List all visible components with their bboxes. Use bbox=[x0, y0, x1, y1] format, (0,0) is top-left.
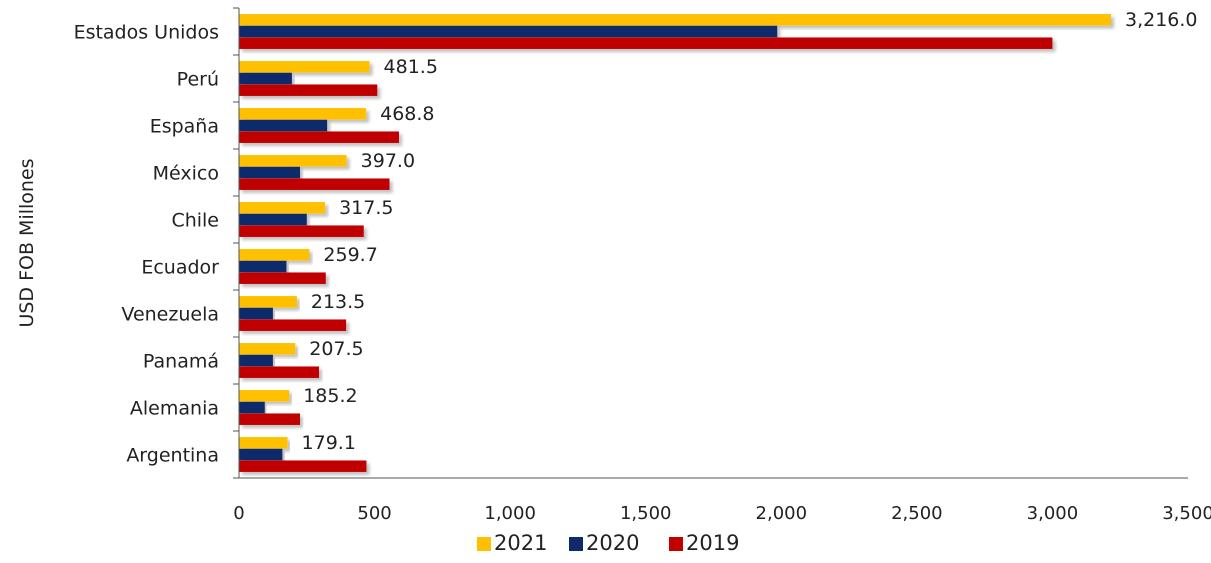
data-label-2021: 179.1 bbox=[302, 432, 356, 454]
legend-item-2020: 2020 bbox=[569, 531, 639, 555]
bar-2019-7 bbox=[239, 366, 319, 378]
category-label: Estados Unidos bbox=[74, 22, 219, 44]
bar-2020-2 bbox=[239, 119, 328, 132]
legend: 2021 2020 2019 bbox=[477, 531, 739, 555]
x-tick-label: 1,000 bbox=[484, 503, 536, 524]
labels-group: Estados Unidos Perú España México Chile Ecuad… bbox=[16, 9, 1198, 466]
category-label: España bbox=[150, 116, 219, 138]
data-label-2021: 185.2 bbox=[303, 385, 357, 407]
legend-swatch-2019 bbox=[669, 537, 683, 551]
legend-item-2021: 2021 bbox=[477, 531, 547, 555]
x-tick-label: 1,500 bbox=[620, 503, 672, 524]
data-label-2021: 213.5 bbox=[311, 291, 365, 313]
category-label: Panamá bbox=[143, 351, 219, 373]
bar-2019-5 bbox=[239, 272, 326, 284]
axes-group: 0 500 1,000 1,500 2,000 2,500 3,000 3,500 bbox=[233, 7, 1211, 524]
x-tick-label: 3,000 bbox=[1027, 503, 1079, 524]
category-label: Chile bbox=[171, 210, 219, 232]
category-label: Argentina bbox=[126, 445, 219, 467]
bar-2019-4 bbox=[239, 225, 364, 237]
category-label: México bbox=[153, 163, 219, 185]
bar-2021-2 bbox=[239, 108, 367, 120]
bar-2020-6 bbox=[239, 307, 273, 320]
bar-2021-7 bbox=[239, 343, 296, 355]
data-label-2021: 317.5 bbox=[339, 197, 393, 219]
category-label: Venezuela bbox=[121, 304, 219, 326]
legend-swatch-2020 bbox=[569, 537, 583, 551]
bar-2021-3 bbox=[239, 155, 347, 167]
bar-2019-0 bbox=[239, 37, 1053, 49]
bar-2020-4 bbox=[239, 213, 307, 226]
legend-label-2020: 2020 bbox=[586, 531, 639, 555]
bar-2021-1 bbox=[239, 61, 370, 73]
x-tick-label: 0 bbox=[233, 503, 244, 524]
x-tick-label: 500 bbox=[357, 503, 391, 524]
data-label-2021: 397.0 bbox=[361, 150, 415, 172]
bar-2021-9 bbox=[239, 437, 288, 449]
legend-item-2019: 2019 bbox=[669, 531, 739, 555]
category-label: Perú bbox=[177, 69, 219, 91]
bars-group bbox=[239, 14, 1111, 472]
bar-2020-8 bbox=[239, 401, 265, 414]
data-label-2021: 3,216.0 bbox=[1125, 9, 1198, 31]
bar-2019-9 bbox=[239, 460, 367, 472]
bar-2020-7 bbox=[239, 354, 273, 367]
bar-2021-8 bbox=[239, 390, 290, 402]
x-tick-label: 2,000 bbox=[756, 503, 808, 524]
bar-2019-1 bbox=[239, 84, 378, 96]
bar-2020-0 bbox=[239, 25, 778, 38]
bar-2020-1 bbox=[239, 72, 292, 85]
category-label: Ecuador bbox=[141, 257, 219, 279]
bar-2021-0 bbox=[239, 14, 1111, 26]
data-label-2021: 207.5 bbox=[309, 338, 363, 360]
bar-2020-3 bbox=[239, 166, 301, 179]
legend-label-2021: 2021 bbox=[494, 531, 547, 555]
x-tick-label: 2,500 bbox=[891, 503, 943, 524]
category-label: Alemania bbox=[130, 398, 219, 420]
x-tick-label: 3,500 bbox=[1162, 503, 1211, 524]
data-label-2021: 481.5 bbox=[384, 56, 438, 78]
bar-2021-6 bbox=[239, 296, 297, 308]
bar-2019-8 bbox=[239, 413, 301, 425]
bar-2019-2 bbox=[239, 131, 399, 143]
bar-2019-6 bbox=[239, 319, 347, 331]
bar-2020-9 bbox=[239, 448, 283, 461]
bar-2021-4 bbox=[239, 202, 326, 214]
bar-2020-5 bbox=[239, 260, 287, 273]
legend-swatch-2021 bbox=[477, 537, 491, 551]
legend-label-2019: 2019 bbox=[686, 531, 739, 555]
y-axis-title: USD FOB Millones bbox=[16, 158, 38, 327]
data-label-2021: 259.7 bbox=[323, 244, 377, 266]
bar-2021-5 bbox=[239, 249, 310, 261]
bar-2019-3 bbox=[239, 178, 390, 190]
data-label-2021: 468.8 bbox=[380, 103, 434, 125]
